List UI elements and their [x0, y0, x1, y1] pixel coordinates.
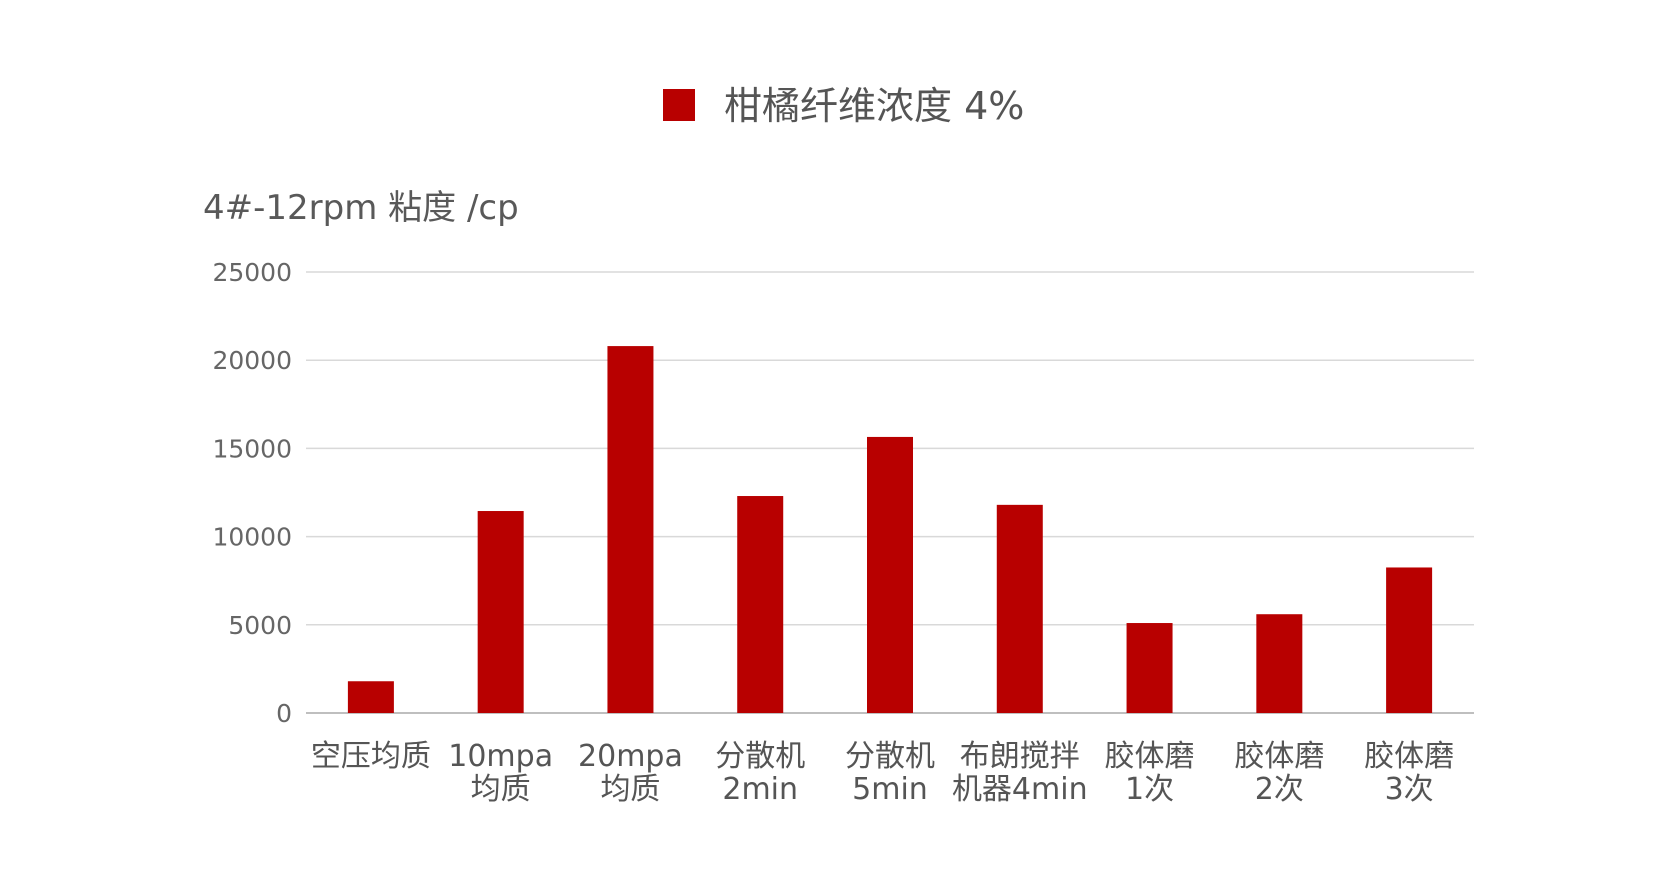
y-tick-label: 0	[276, 699, 292, 728]
x-category-label: 胶体磨 3次	[1364, 739, 1454, 807]
x-category-label: 分散机 2min	[715, 739, 805, 807]
x-category-label-line: 2次	[1255, 772, 1304, 807]
legend-label: 柑橘纤维浓度 4%	[724, 84, 1024, 128]
bar	[347, 681, 394, 713]
x-category-label: 胶体磨 1次	[1105, 739, 1195, 807]
x-category-label-line: 布朗搅拌	[960, 739, 1080, 774]
bar	[1386, 567, 1433, 713]
bar	[607, 346, 654, 713]
x-category-label-line: 2min	[722, 772, 798, 807]
x-category-label-line: 10mpa	[448, 739, 553, 774]
x-category-label-line: 1次	[1125, 772, 1174, 807]
x-category-label: 20mpa 均质	[578, 739, 683, 807]
y-tick-labels: 0 5000 10000 15000 20000 25000	[212, 258, 292, 728]
bar	[1126, 623, 1173, 713]
legend: 柑橘纤维浓度 4%	[663, 84, 1024, 128]
x-category-label: 胶体磨 2次	[1234, 739, 1324, 807]
x-category-label-line: 均质	[471, 772, 531, 807]
x-category-label-line: 分散机	[715, 739, 805, 774]
bar	[1256, 614, 1303, 713]
x-category-label-line: 机器4min	[952, 772, 1088, 807]
x-category-label-line: 胶体磨	[1364, 739, 1454, 774]
bar	[867, 436, 913, 713]
x-category-label: 布朗搅拌机器4min	[952, 739, 1088, 807]
x-category-label-line: 分散机	[845, 739, 935, 774]
bar	[477, 511, 524, 713]
bar	[996, 504, 1043, 713]
x-category-label-line: 均质	[600, 772, 660, 807]
y-tick-label: 25000	[212, 258, 292, 287]
x-category-label-line: 20mpa	[578, 739, 683, 774]
y-axis-title: 4#-12rpm 粘度 /cp	[203, 188, 519, 228]
x-category-label-line: 胶体磨	[1234, 739, 1324, 774]
x-category-label: 空压均质	[311, 739, 431, 774]
legend-swatch	[663, 89, 695, 121]
y-tick-label: 5000	[228, 611, 292, 640]
y-tick-label: 10000	[212, 523, 292, 552]
x-category-label-line: 3次	[1385, 772, 1434, 807]
bars	[347, 346, 1433, 713]
x-category-label: 分散机 5min	[845, 739, 935, 807]
x-category-label-line: 胶体磨	[1105, 739, 1195, 774]
x-category-label-line: 空压均质	[311, 739, 431, 774]
x-category-label: 10mpa 均质	[448, 739, 553, 807]
y-tick-label: 15000	[212, 434, 292, 463]
y-tick-label: 20000	[212, 346, 292, 375]
x-category-label-line: 5min	[852, 772, 928, 807]
bar	[737, 496, 784, 713]
